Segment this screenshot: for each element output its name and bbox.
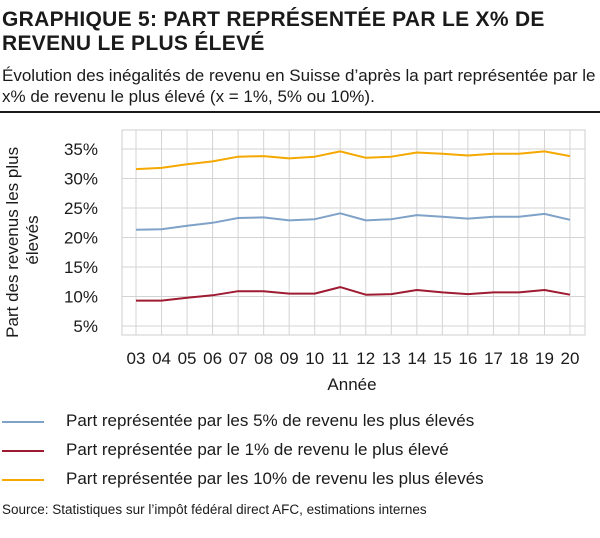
y-axis-label: Part des revenus les plus élevés (3, 142, 42, 338)
x-tick-label: 20 (561, 349, 580, 368)
y-tick-label: 25% (64, 199, 98, 218)
x-tick-label: 17 (484, 349, 503, 368)
x-axis-tick-labels: 03 04 05 06 07 08 09 10 11 12 13 14 15 16 17 18 19 20 (127, 349, 580, 368)
chart-legend: Part représentée par les 5% de revenu le… (0, 408, 600, 495)
line-chart: 35% 30% 25% 20% 15% 10% 5% 03 04 05 06 07 08 09 10 11 1… (3, 129, 586, 394)
plot-frame (121, 129, 586, 336)
series-line-top1 (136, 286, 571, 302)
y-tick-label: 5% (73, 317, 98, 336)
y-tick-label: 15% (64, 258, 98, 277)
series-line-top5 (135, 212, 571, 231)
x-tick-label: 18 (509, 349, 528, 368)
chart-series (135, 150, 571, 302)
x-tick-label: 10 (305, 349, 324, 368)
series-line-top10 (135, 150, 571, 171)
y-axis-tick-labels: 35% 30% 25% 20% 15% 10% 5% (64, 140, 98, 336)
x-tick-label: 13 (382, 349, 401, 368)
legend-swatch-top1 (2, 450, 44, 452)
legend-swatch-top10 (2, 479, 44, 481)
x-tick-label: 11 (331, 349, 349, 368)
legend-swatch-top5 (2, 421, 44, 423)
legend-label-top5: Part représentée par les 5% de revenu le… (66, 411, 475, 430)
x-tick-label: 04 (152, 349, 171, 368)
chart-subtitle: Évolution des inégalités de revenu en Su… (2, 66, 596, 106)
x-tick-label: 07 (229, 349, 248, 368)
y-tick-label: 30% (64, 170, 98, 189)
x-tick-label: 08 (254, 349, 273, 368)
legend-item-top5: Part représentée par les 5% de revenu le… (0, 408, 600, 434)
x-tick-label: 14 (407, 349, 426, 368)
x-tick-label: 03 (127, 349, 146, 368)
chart-title: GRAPHIQUE 5: PART REPRÉSENTÉE PAR LE X% … (2, 8, 545, 55)
title-divider (0, 111, 600, 113)
x-tick-label: 05 (178, 349, 197, 368)
legend-label-top1: Part représentée par le 1% de revenu le … (66, 440, 449, 459)
x-tick-label: 12 (356, 349, 375, 368)
chart-grid (121, 129, 586, 336)
legend-label-top10: Part représentée par les 10% de revenu l… (66, 469, 484, 488)
x-tick-label: 09 (280, 349, 299, 368)
legend-item-top10: Part représentée par les 10% de revenu l… (0, 466, 600, 492)
y-tick-label: 10% (64, 288, 98, 307)
x-tick-label: 19 (535, 349, 554, 368)
source-note: Source: Statistiques sur l’impôt fédéral… (2, 502, 427, 517)
x-axis-label: Année (327, 375, 376, 394)
x-tick-label: 06 (203, 349, 222, 368)
legend-item-top1: Part représentée par le 1% de revenu le … (0, 437, 600, 463)
x-tick-label: 15 (433, 349, 452, 368)
x-tick-label: 16 (458, 349, 477, 368)
y-tick-label: 35% (64, 140, 98, 159)
y-tick-label: 20% (64, 229, 98, 248)
